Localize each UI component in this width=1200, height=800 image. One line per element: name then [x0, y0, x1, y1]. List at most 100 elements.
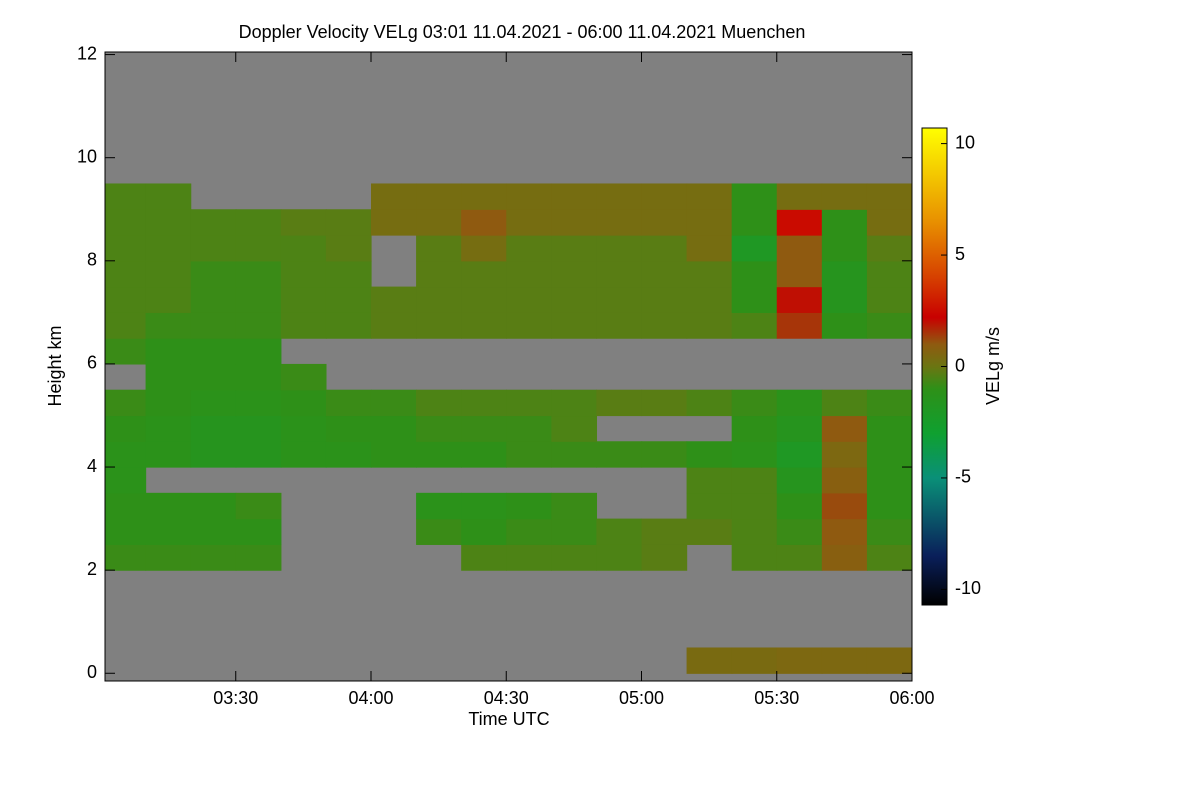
heatmap-cell [235, 363, 282, 391]
heatmap-cell [370, 415, 417, 442]
heatmap-cell [506, 183, 552, 210]
heatmap-cell [596, 209, 643, 236]
heatmap-cell [235, 312, 282, 339]
heatmap-cell [866, 415, 912, 442]
heatmap-cell [506, 544, 552, 571]
heatmap-cell [866, 518, 912, 545]
heatmap-cell [105, 286, 147, 313]
heatmap-cell [461, 286, 507, 313]
colorbar-tick-label: 5 [955, 244, 965, 264]
heatmap-cell [596, 389, 643, 417]
heatmap-cell [866, 647, 912, 674]
heatmap-cell [416, 286, 462, 313]
heatmap-cell [731, 415, 778, 442]
heatmap-cell [596, 544, 643, 571]
heatmap-cell [596, 441, 643, 468]
heatmap-cell [190, 441, 237, 468]
heatmap-cell [325, 312, 372, 339]
heatmap-cell [190, 518, 237, 545]
heatmap-cell [731, 518, 778, 545]
heatmap-cell [821, 467, 868, 494]
heatmap-cell [190, 235, 237, 262]
heatmap-cell [596, 183, 643, 210]
heatmap-cell [145, 518, 192, 545]
heatmap-cell [866, 183, 912, 210]
heatmap-cell [235, 518, 282, 545]
heatmap-cell [731, 492, 778, 520]
heatmap-cell [461, 312, 507, 339]
heatmap-cell [370, 183, 417, 210]
heatmap-cell [866, 286, 912, 313]
heatmap-cell [461, 260, 507, 288]
heatmap-cell [641, 183, 688, 210]
heatmap-cell [461, 492, 507, 520]
heatmap-cell [821, 389, 868, 417]
heatmap-cell [776, 235, 823, 262]
heatmap-cell [105, 467, 147, 494]
heatmap-cell [461, 389, 507, 417]
heatmap-cell [105, 518, 147, 545]
heatmap-cell [325, 415, 372, 442]
y-tick-label: 4 [87, 456, 97, 476]
heatmap-cell [325, 441, 372, 468]
heatmap-cell [461, 183, 507, 210]
heatmap-cell [145, 415, 192, 442]
heatmap-cell [235, 209, 282, 236]
heatmap-cell [145, 492, 192, 520]
heatmap-cell [866, 312, 912, 339]
heatmap-cell [686, 260, 733, 288]
heatmap-cell [325, 260, 372, 288]
heatmap-cell [190, 312, 237, 339]
heatmap-cell [551, 415, 598, 442]
heatmap-cell [506, 235, 552, 262]
x-tick-label: 06:00 [889, 688, 934, 708]
heatmap-cell [866, 492, 912, 520]
heatmap-cell [776, 492, 823, 520]
heatmap-cell [776, 544, 823, 571]
heatmap-cell [686, 518, 733, 545]
heatmap-cell [190, 544, 237, 571]
heatmap-cell [280, 312, 327, 339]
heatmap-cell [145, 544, 192, 571]
heatmap-cell [416, 492, 462, 520]
heatmap-cell [731, 235, 778, 262]
heatmap-cell [190, 415, 237, 442]
heatmap-cell [551, 286, 598, 313]
heatmap-cell [731, 647, 778, 674]
heatmap-cells [105, 183, 912, 674]
heatmap-cell [235, 260, 282, 288]
heatmap-cell [370, 286, 417, 313]
heatmap-cell [506, 441, 552, 468]
heatmap-cell [280, 363, 327, 391]
heatmap-cell [235, 415, 282, 442]
heatmap-cell [551, 492, 598, 520]
heatmap-cell [416, 235, 462, 262]
heatmap-cell [370, 441, 417, 468]
heatmap-cell [506, 492, 552, 520]
heatmap-cell [731, 441, 778, 468]
heatmap-cell [776, 467, 823, 494]
x-tick-label: 04:30 [484, 688, 529, 708]
heatmap-cell [416, 518, 462, 545]
heatmap-cell [821, 441, 868, 468]
heatmap-cell [506, 209, 552, 236]
heatmap-cell [866, 209, 912, 236]
heatmap-cell [776, 518, 823, 545]
heatmap-cell [370, 209, 417, 236]
heatmap-cell [776, 441, 823, 468]
heatmap-cell [506, 286, 552, 313]
heatmap-cell [235, 235, 282, 262]
heatmap-cell [686, 235, 733, 262]
heatmap-cell [461, 415, 507, 442]
heatmap-cell [641, 389, 688, 417]
heatmap-cell [145, 441, 192, 468]
y-tick-label: 0 [87, 662, 97, 682]
colorbar-tick-label: -5 [955, 467, 971, 487]
y-tick-label: 10 [77, 146, 97, 166]
heatmap-cell [105, 441, 147, 468]
y-tick-label: 2 [87, 559, 97, 579]
heatmap-cell [686, 492, 733, 520]
heatmap-cell [105, 338, 147, 365]
heatmap-cell [280, 209, 327, 236]
heatmap-cell [641, 312, 688, 339]
